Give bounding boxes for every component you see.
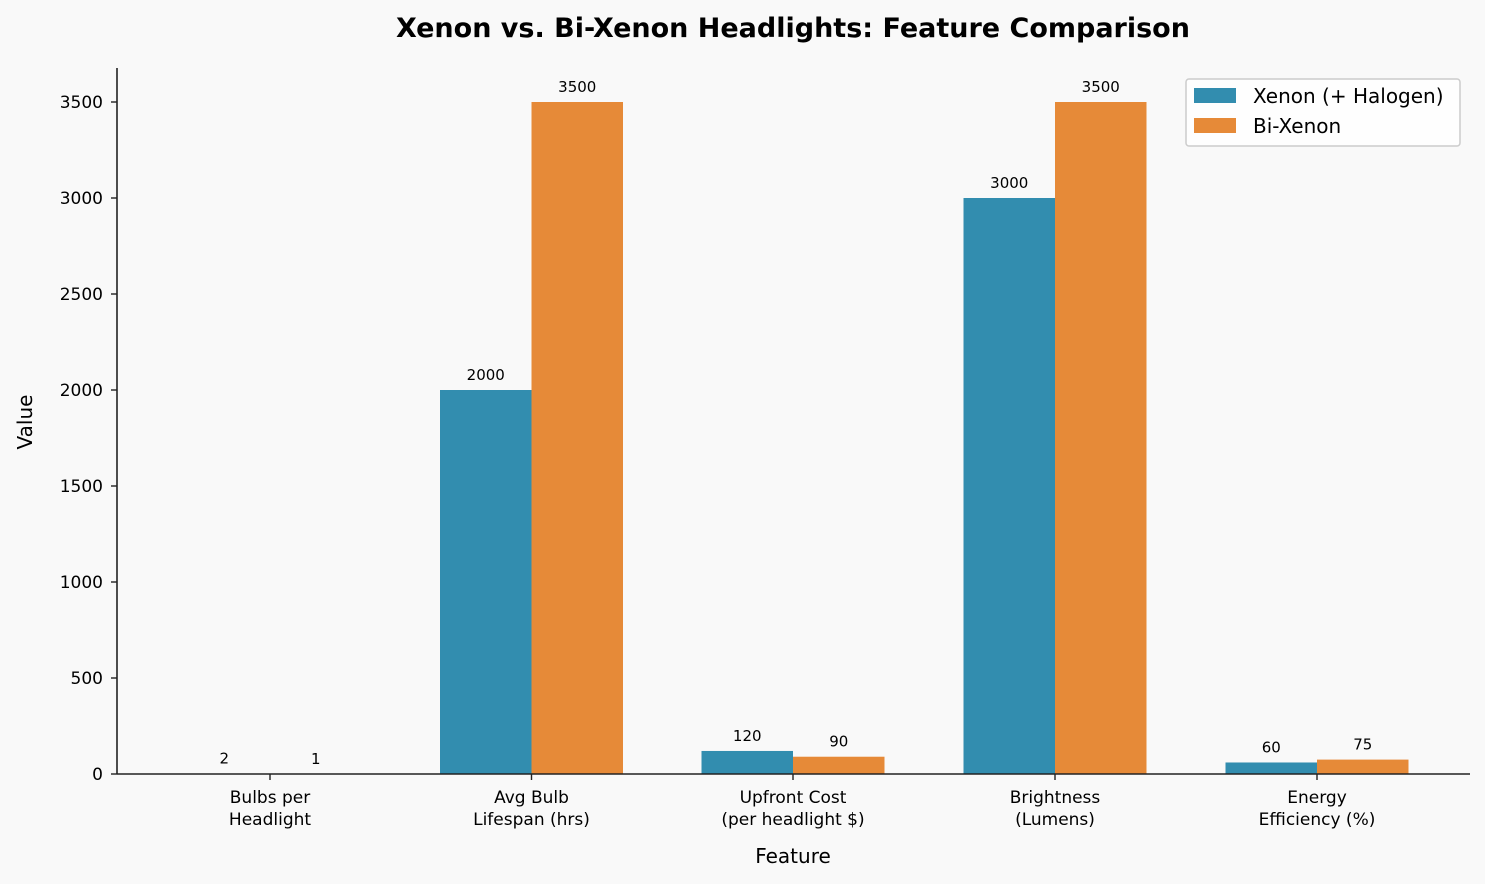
bar-value-label: 3500 bbox=[558, 78, 596, 96]
bar-xenon bbox=[1225, 762, 1317, 774]
bar-value-label: 3000 bbox=[990, 174, 1028, 192]
x-tick-label: Bulbs per Headlight bbox=[229, 788, 311, 830]
chart-title: Xenon vs. Bi-Xenon Headlights: Feature C… bbox=[396, 13, 1190, 44]
bars-group bbox=[178, 102, 1409, 774]
bar-bi-xenon bbox=[531, 102, 623, 774]
bar-value-label: 1 bbox=[311, 750, 321, 768]
legend-entry-label: Xenon (+ Halogen) bbox=[1253, 84, 1444, 108]
bar-value-label: 90 bbox=[829, 733, 848, 751]
legend-frame bbox=[1185, 78, 1461, 147]
legend: Xenon (+ Halogen) Bi-Xenon bbox=[1185, 78, 1461, 147]
bar-value-label: 2 bbox=[219, 750, 229, 768]
x-axis: Bulbs per Headlight Avg Bulb Lifespan (hrs)… bbox=[117, 773, 1470, 830]
x-tick-label: Avg Bulb Lifespan (hrs) bbox=[473, 788, 590, 830]
bar-xenon bbox=[701, 750, 793, 774]
x-tick-label: Brightness (Lumens) bbox=[1010, 788, 1101, 830]
bar-value-labels: 2 1 2000 3500 120 90 3000 3500 60 75 bbox=[219, 78, 1372, 768]
x-tick-label: Energy Efficiency (%) bbox=[1259, 788, 1376, 830]
bar-bi-xenon bbox=[1317, 759, 1409, 774]
y-tick-label: 1500 bbox=[60, 477, 103, 497]
y-tick-label: 3500 bbox=[60, 93, 103, 113]
legend-entry-label: Bi-Xenon bbox=[1253, 114, 1341, 138]
legend-swatch bbox=[1194, 88, 1236, 103]
y-axis: 0 500 1000 1500 2000 2500 3000 3500 bbox=[60, 68, 118, 785]
bar-value-label: 120 bbox=[733, 727, 762, 745]
bar-value-label: 3500 bbox=[1082, 78, 1120, 96]
y-tick-label: 1000 bbox=[60, 573, 103, 593]
bar-bi-xenon bbox=[793, 756, 885, 774]
x-tick-label: Upfront Cost (per headlight $) bbox=[721, 788, 864, 830]
bar-bi-xenon bbox=[1055, 102, 1147, 774]
y-tick-label: 0 bbox=[92, 765, 103, 785]
y-axis-label: Value bbox=[13, 395, 37, 450]
bar-value-label: 75 bbox=[1353, 736, 1372, 754]
y-tick-label: 3000 bbox=[60, 189, 103, 209]
bar-value-label: 60 bbox=[1262, 738, 1281, 756]
bar-value-label: 2000 bbox=[467, 366, 505, 384]
y-tick-label: 2500 bbox=[60, 285, 103, 305]
bar-xenon bbox=[440, 390, 532, 774]
x-axis-label: Feature bbox=[755, 844, 831, 868]
legend-swatch bbox=[1194, 118, 1236, 133]
bar-xenon bbox=[963, 198, 1055, 774]
y-tick-label: 500 bbox=[71, 669, 103, 689]
y-tick-label: 2000 bbox=[60, 381, 103, 401]
